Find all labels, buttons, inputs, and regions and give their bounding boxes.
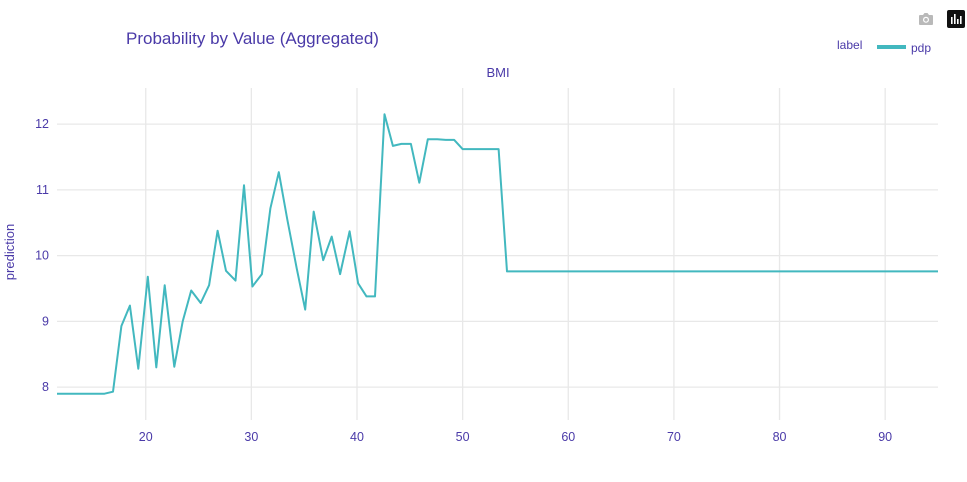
y-tick-label: 10 — [35, 249, 49, 263]
x-tick-label: 80 — [773, 430, 787, 444]
legend-title: label — [837, 38, 862, 52]
plotly-logo-icon[interactable] — [945, 8, 967, 30]
x-tick-label: 70 — [667, 430, 681, 444]
y-tick-label: 9 — [42, 314, 49, 328]
y-axis-label: prediction — [2, 224, 17, 280]
y-axis-ticks: 8 9 10 11 12 — [35, 117, 49, 394]
chart-title: Probability by Value (Aggregated) — [126, 29, 379, 48]
x-tick-label: 40 — [350, 430, 364, 444]
x-tick-label: 90 — [878, 430, 892, 444]
y-tick-label: 12 — [35, 117, 49, 131]
x-tick-label: 20 — [139, 430, 153, 444]
x-axis-ticks: 20 30 40 50 60 70 80 90 — [139, 430, 892, 444]
plot-area[interactable] — [57, 113, 938, 395]
legend[interactable]: label pdp — [837, 38, 931, 55]
legend-label-pdp: pdp — [911, 41, 931, 55]
x-tick-label: 30 — [244, 430, 258, 444]
y-tick-label: 11 — [36, 183, 49, 197]
camera-icon[interactable] — [915, 8, 937, 30]
y-tick-label: 8 — [42, 380, 49, 394]
series-line-pdp[interactable] — [57, 113, 938, 395]
grid — [57, 88, 938, 420]
x-tick-label: 50 — [456, 430, 470, 444]
modebar — [915, 8, 967, 30]
x-tick-label: 60 — [561, 430, 575, 444]
chart-subtitle: BMI — [486, 65, 509, 80]
